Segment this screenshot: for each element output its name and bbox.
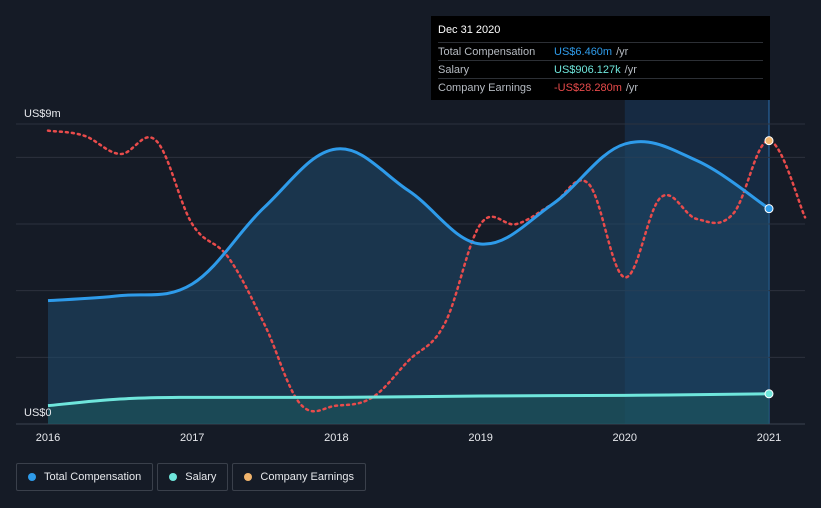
x-tick-label: 2021 [757,432,781,444]
tooltip-label: Company Earnings [438,81,532,94]
legend-salary[interactable]: Salary [157,463,229,491]
tooltip-label: Total Compensation [438,45,536,58]
tooltip-row-company-earnings: Company Earnings -US$28.280m /yr [438,78,763,96]
legend: Total Compensation Salary Company Earnin… [16,463,366,491]
legend-label: Total Compensation [44,471,142,483]
legend-dot-icon [244,473,253,481]
legend-label: Company Earnings [260,471,354,483]
tooltip-value: US$906.127k [554,63,621,76]
tooltip-unit: /yr [616,45,629,58]
tooltip-unit: /yr [624,63,637,76]
x-tick-label: 2016 [36,432,60,444]
salary-area [48,393,769,424]
total-compensation-line [47,140,770,303]
legend-dot-icon [169,473,178,481]
total-compensation-area [48,141,769,425]
tooltip-row-total-compensation: Total Compensation US$6.460m /yr [438,42,763,60]
x-tick-label: 2019 [468,432,492,444]
tooltip: Dec 31 2020 Total Compensation US$6.460m… [431,16,770,100]
total-compensation-point [764,204,774,214]
x-tick-label: 2017 [180,432,204,444]
tooltip-value: US$6.460m [554,45,613,58]
tooltip-row-salary: Salary US$906.127k /yr [438,60,763,78]
salary-point [764,389,774,399]
legend-dot-icon [28,473,36,481]
tooltip-label: Salary [438,63,470,76]
x-tick-label: 2020 [613,432,637,444]
legend-company-earnings[interactable]: Company Earnings [232,463,366,491]
company-earnings-line [46,129,807,413]
compensation-chart: US$9m US$0 2016 2017 2018 2019 2020 2021 [16,100,807,444]
y-label-top: US$9m [24,108,61,120]
company-earnings-point [764,136,774,146]
tooltip-unit: /yr [625,81,639,94]
salary-line [47,392,770,408]
tooltip-date: Dec 31 2020 [438,24,501,36]
y-label-bottom: US$0 [24,407,52,419]
legend-total-compensation[interactable]: Total Compensation [16,463,154,491]
x-tick-label: 2018 [324,432,348,444]
tooltip-value: -US$28.280m [554,81,622,94]
legend-label: Salary [185,471,217,483]
